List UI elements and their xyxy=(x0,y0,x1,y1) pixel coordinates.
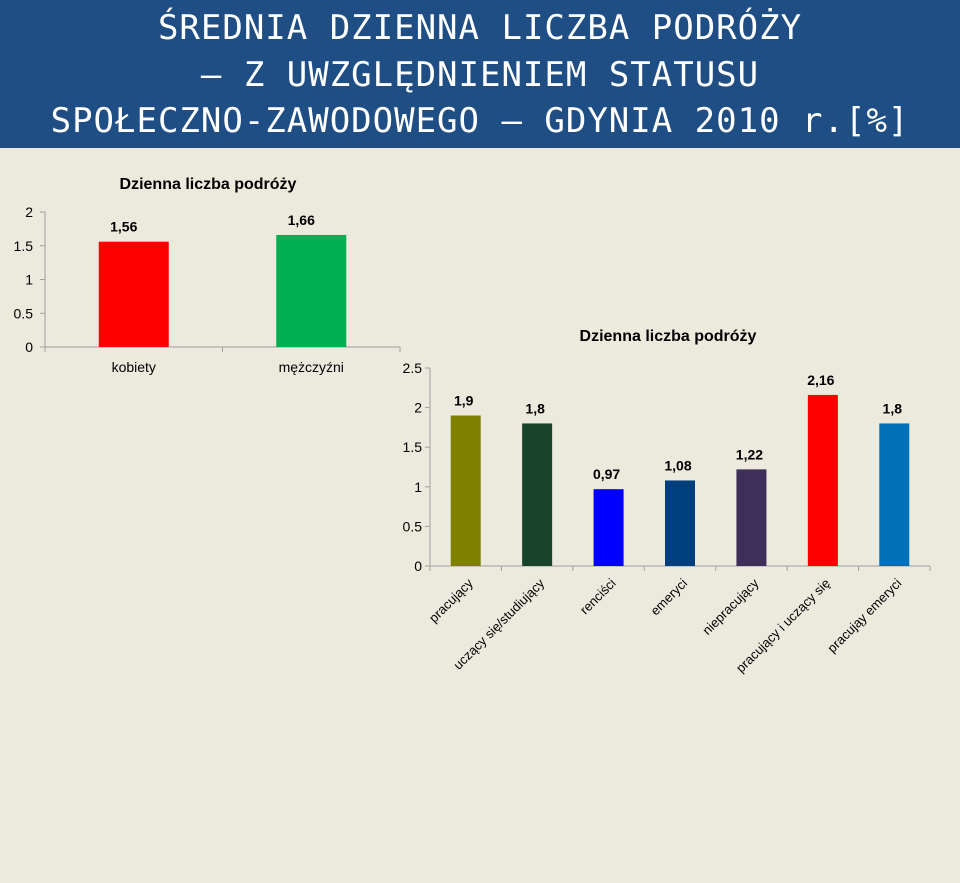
data-label: 2,16 xyxy=(807,372,834,388)
status-trips-chart: Dzienna liczba podróży 0 0.5 1 1.5 2 2.5 1,9 pra… xyxy=(403,328,931,676)
title-line-3: SPOŁECZNO-ZAWODOWEGO – GDYNIA 2010 r.[%] xyxy=(50,101,910,141)
x-category-label: renciści xyxy=(577,575,619,617)
bar xyxy=(736,469,767,566)
bar xyxy=(450,415,481,566)
bar xyxy=(522,423,553,566)
title-band: ŚREDNIA DZIENNA LICZBA PODRÓŻY – Z UWZGL… xyxy=(0,0,960,148)
x-category-label: niepracujący xyxy=(699,575,762,638)
y-tick-label: 2 xyxy=(414,400,422,416)
data-label: 1,08 xyxy=(664,457,691,473)
chart-title: Dzienna liczba podróży xyxy=(120,176,297,193)
x-category-label: mężczyźni xyxy=(279,359,344,375)
bar xyxy=(665,480,695,566)
y-tick-label: 1.5 xyxy=(14,238,34,254)
x-category-label: pracujący xyxy=(426,575,476,625)
y-tick-label: 1 xyxy=(414,479,422,495)
chart-title: Dzienna liczba podróży xyxy=(580,328,757,345)
bar xyxy=(276,234,347,347)
y-tick-label: 0 xyxy=(25,339,33,355)
title-line-2: – Z UWZGLĘDNIENIEM STATUSU xyxy=(200,55,760,95)
y-tick-label: 1 xyxy=(25,272,33,288)
data-label: 1,8 xyxy=(525,400,545,416)
data-label: 1,8 xyxy=(883,400,903,416)
y-tick-label: 0.5 xyxy=(403,518,423,534)
bar xyxy=(807,394,838,566)
data-label: 1,22 xyxy=(736,446,763,462)
y-tick-label: 0 xyxy=(414,558,422,574)
y-tick-label: 1.5 xyxy=(403,439,423,455)
title-line-1: ŚREDNIA DZIENNA LICZBA PODRÓŻY xyxy=(157,8,803,48)
x-category-label: emeryci xyxy=(647,575,690,618)
bar xyxy=(98,241,169,347)
bar xyxy=(879,423,910,566)
gender-trips-chart: Dzienna liczba podróży 0 0.5 1 1.5 2 1,56 kobie… xyxy=(14,176,401,375)
y-tick-label: 2 xyxy=(25,204,33,220)
chart-area: Dzienna liczba podróży 0 0.5 1 1.5 2 1,56 kobie… xyxy=(0,155,960,713)
x-category-label: kobiety xyxy=(112,359,156,375)
y-tick-label: 0.5 xyxy=(14,305,34,321)
x-category-label: pracująy emeryci xyxy=(824,575,904,655)
data-label: 0,97 xyxy=(593,466,620,482)
data-label: 1,56 xyxy=(110,219,137,235)
data-label: 1,9 xyxy=(454,393,474,409)
bar xyxy=(593,489,624,566)
y-tick-label: 2.5 xyxy=(403,360,423,376)
data-label: 1,66 xyxy=(288,212,315,228)
